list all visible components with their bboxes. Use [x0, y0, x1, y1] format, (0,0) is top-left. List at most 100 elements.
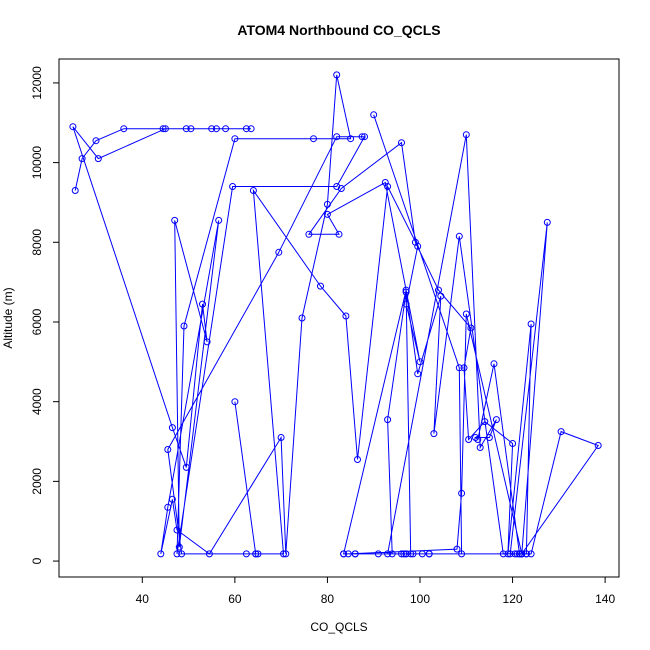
data-point [506, 550, 514, 558]
data-point [402, 300, 410, 308]
data-point [164, 503, 172, 511]
data-point [159, 125, 167, 133]
data-point [280, 550, 287, 558]
data-point [370, 111, 378, 119]
data-point [467, 324, 475, 332]
data-point [485, 434, 493, 441]
data-point [527, 320, 535, 328]
data-point [522, 550, 530, 558]
data-point [333, 133, 341, 141]
data-point [231, 135, 239, 143]
x-tick-label: 140 [595, 592, 615, 606]
data-point [323, 200, 331, 208]
data-point [374, 550, 382, 558]
data-point [333, 183, 341, 190]
data-point [435, 286, 442, 294]
data-point [594, 442, 602, 449]
data-point [222, 125, 230, 133]
y-tick-label: 10000 [30, 146, 44, 180]
data-point [173, 550, 181, 558]
data-point [430, 430, 438, 438]
data-point [182, 125, 190, 133]
data-point [416, 358, 424, 366]
data-point [354, 456, 361, 463]
data-point [212, 125, 220, 133]
data-point [231, 398, 239, 406]
data-point [462, 310, 470, 318]
data-point [182, 463, 190, 471]
data-point [208, 125, 216, 133]
data-point [516, 550, 523, 558]
data-point [92, 137, 100, 145]
x-axis-label: CO_QCLS [310, 620, 367, 634]
data-point [275, 248, 283, 256]
data-point [168, 424, 176, 432]
y-tick-label: 8000 [30, 229, 44, 256]
data-point [242, 550, 250, 558]
data-point [361, 133, 368, 141]
data-point [513, 550, 521, 558]
data-point [277, 434, 285, 441]
x-axis: 40 60 80 100 120 140 [136, 576, 615, 606]
data-point [157, 550, 165, 558]
data-point [465, 436, 473, 443]
data-point [78, 155, 86, 163]
data-point [411, 238, 419, 246]
data-point [398, 139, 405, 147]
data-point [187, 125, 195, 133]
data-point [199, 300, 206, 308]
data-point [472, 434, 479, 441]
data-point [164, 446, 172, 453]
data-point [71, 187, 79, 194]
data-point [254, 550, 262, 558]
data-point [298, 314, 306, 322]
y-axis-label: Altitude (m) [1, 287, 15, 348]
data-point [342, 312, 350, 320]
x-tick-label: 60 [228, 592, 242, 606]
data-point [120, 125, 128, 133]
chart-title: ATOM4 Northbound CO_QCLS [237, 22, 440, 38]
data-point [414, 370, 422, 378]
data-point [458, 550, 466, 558]
data-point [409, 550, 417, 558]
data-point [511, 550, 519, 558]
data-point [247, 125, 255, 133]
data-point [460, 364, 468, 372]
data-point [337, 185, 345, 192]
data-point [178, 550, 186, 558]
data-point [455, 232, 463, 240]
data-point [381, 179, 389, 186]
data-point [205, 550, 213, 558]
data-point [458, 489, 466, 497]
data-point [242, 125, 250, 133]
data-point [282, 550, 290, 558]
y-tick-label: 12000 [30, 66, 44, 100]
data-point [305, 230, 313, 238]
data-point [518, 550, 526, 558]
data-point [474, 436, 482, 443]
data-point [317, 282, 324, 290]
data-point [69, 123, 77, 131]
data-point [402, 286, 410, 294]
data-point [425, 550, 433, 558]
y-tick-label: 2000 [30, 468, 44, 495]
data-point [414, 242, 422, 250]
y-tick-label: 6000 [30, 308, 44, 335]
data-point [94, 155, 102, 163]
data-point [310, 135, 317, 143]
data-point [168, 495, 176, 503]
data-point [384, 183, 392, 190]
data-point [499, 550, 507, 558]
data-point [402, 550, 410, 558]
data-point [504, 550, 512, 558]
data-point [527, 550, 535, 558]
data-point [173, 526, 181, 534]
y-tick-label: 0 [30, 557, 44, 564]
data-point [400, 550, 408, 558]
x-tick-label: 100 [410, 592, 430, 606]
data-point [161, 125, 169, 133]
data-point [344, 550, 352, 558]
data-point [229, 183, 237, 190]
data-point [203, 338, 211, 346]
